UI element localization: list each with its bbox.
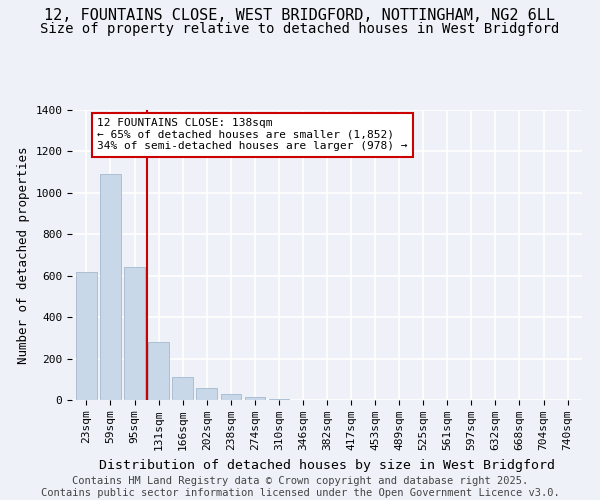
X-axis label: Distribution of detached houses by size in West Bridgford: Distribution of detached houses by size … bbox=[99, 458, 555, 471]
Text: Size of property relative to detached houses in West Bridgford: Size of property relative to detached ho… bbox=[40, 22, 560, 36]
Bar bbox=[172, 377, 193, 400]
Bar bbox=[100, 174, 121, 400]
Text: 12 FOUNTAINS CLOSE: 138sqm
← 65% of detached houses are smaller (1,852)
34% of s: 12 FOUNTAINS CLOSE: 138sqm ← 65% of deta… bbox=[97, 118, 408, 152]
Y-axis label: Number of detached properties: Number of detached properties bbox=[17, 146, 30, 364]
Text: 12, FOUNTAINS CLOSE, WEST BRIDGFORD, NOTTINGHAM, NG2 6LL: 12, FOUNTAINS CLOSE, WEST BRIDGFORD, NOT… bbox=[44, 8, 556, 22]
Bar bbox=[76, 272, 97, 400]
Bar bbox=[124, 268, 145, 400]
Bar bbox=[196, 388, 217, 400]
Bar bbox=[221, 394, 241, 400]
Text: Contains HM Land Registry data © Crown copyright and database right 2025.
Contai: Contains HM Land Registry data © Crown c… bbox=[41, 476, 559, 498]
Bar bbox=[245, 397, 265, 400]
Bar bbox=[269, 399, 289, 400]
Bar bbox=[148, 342, 169, 400]
